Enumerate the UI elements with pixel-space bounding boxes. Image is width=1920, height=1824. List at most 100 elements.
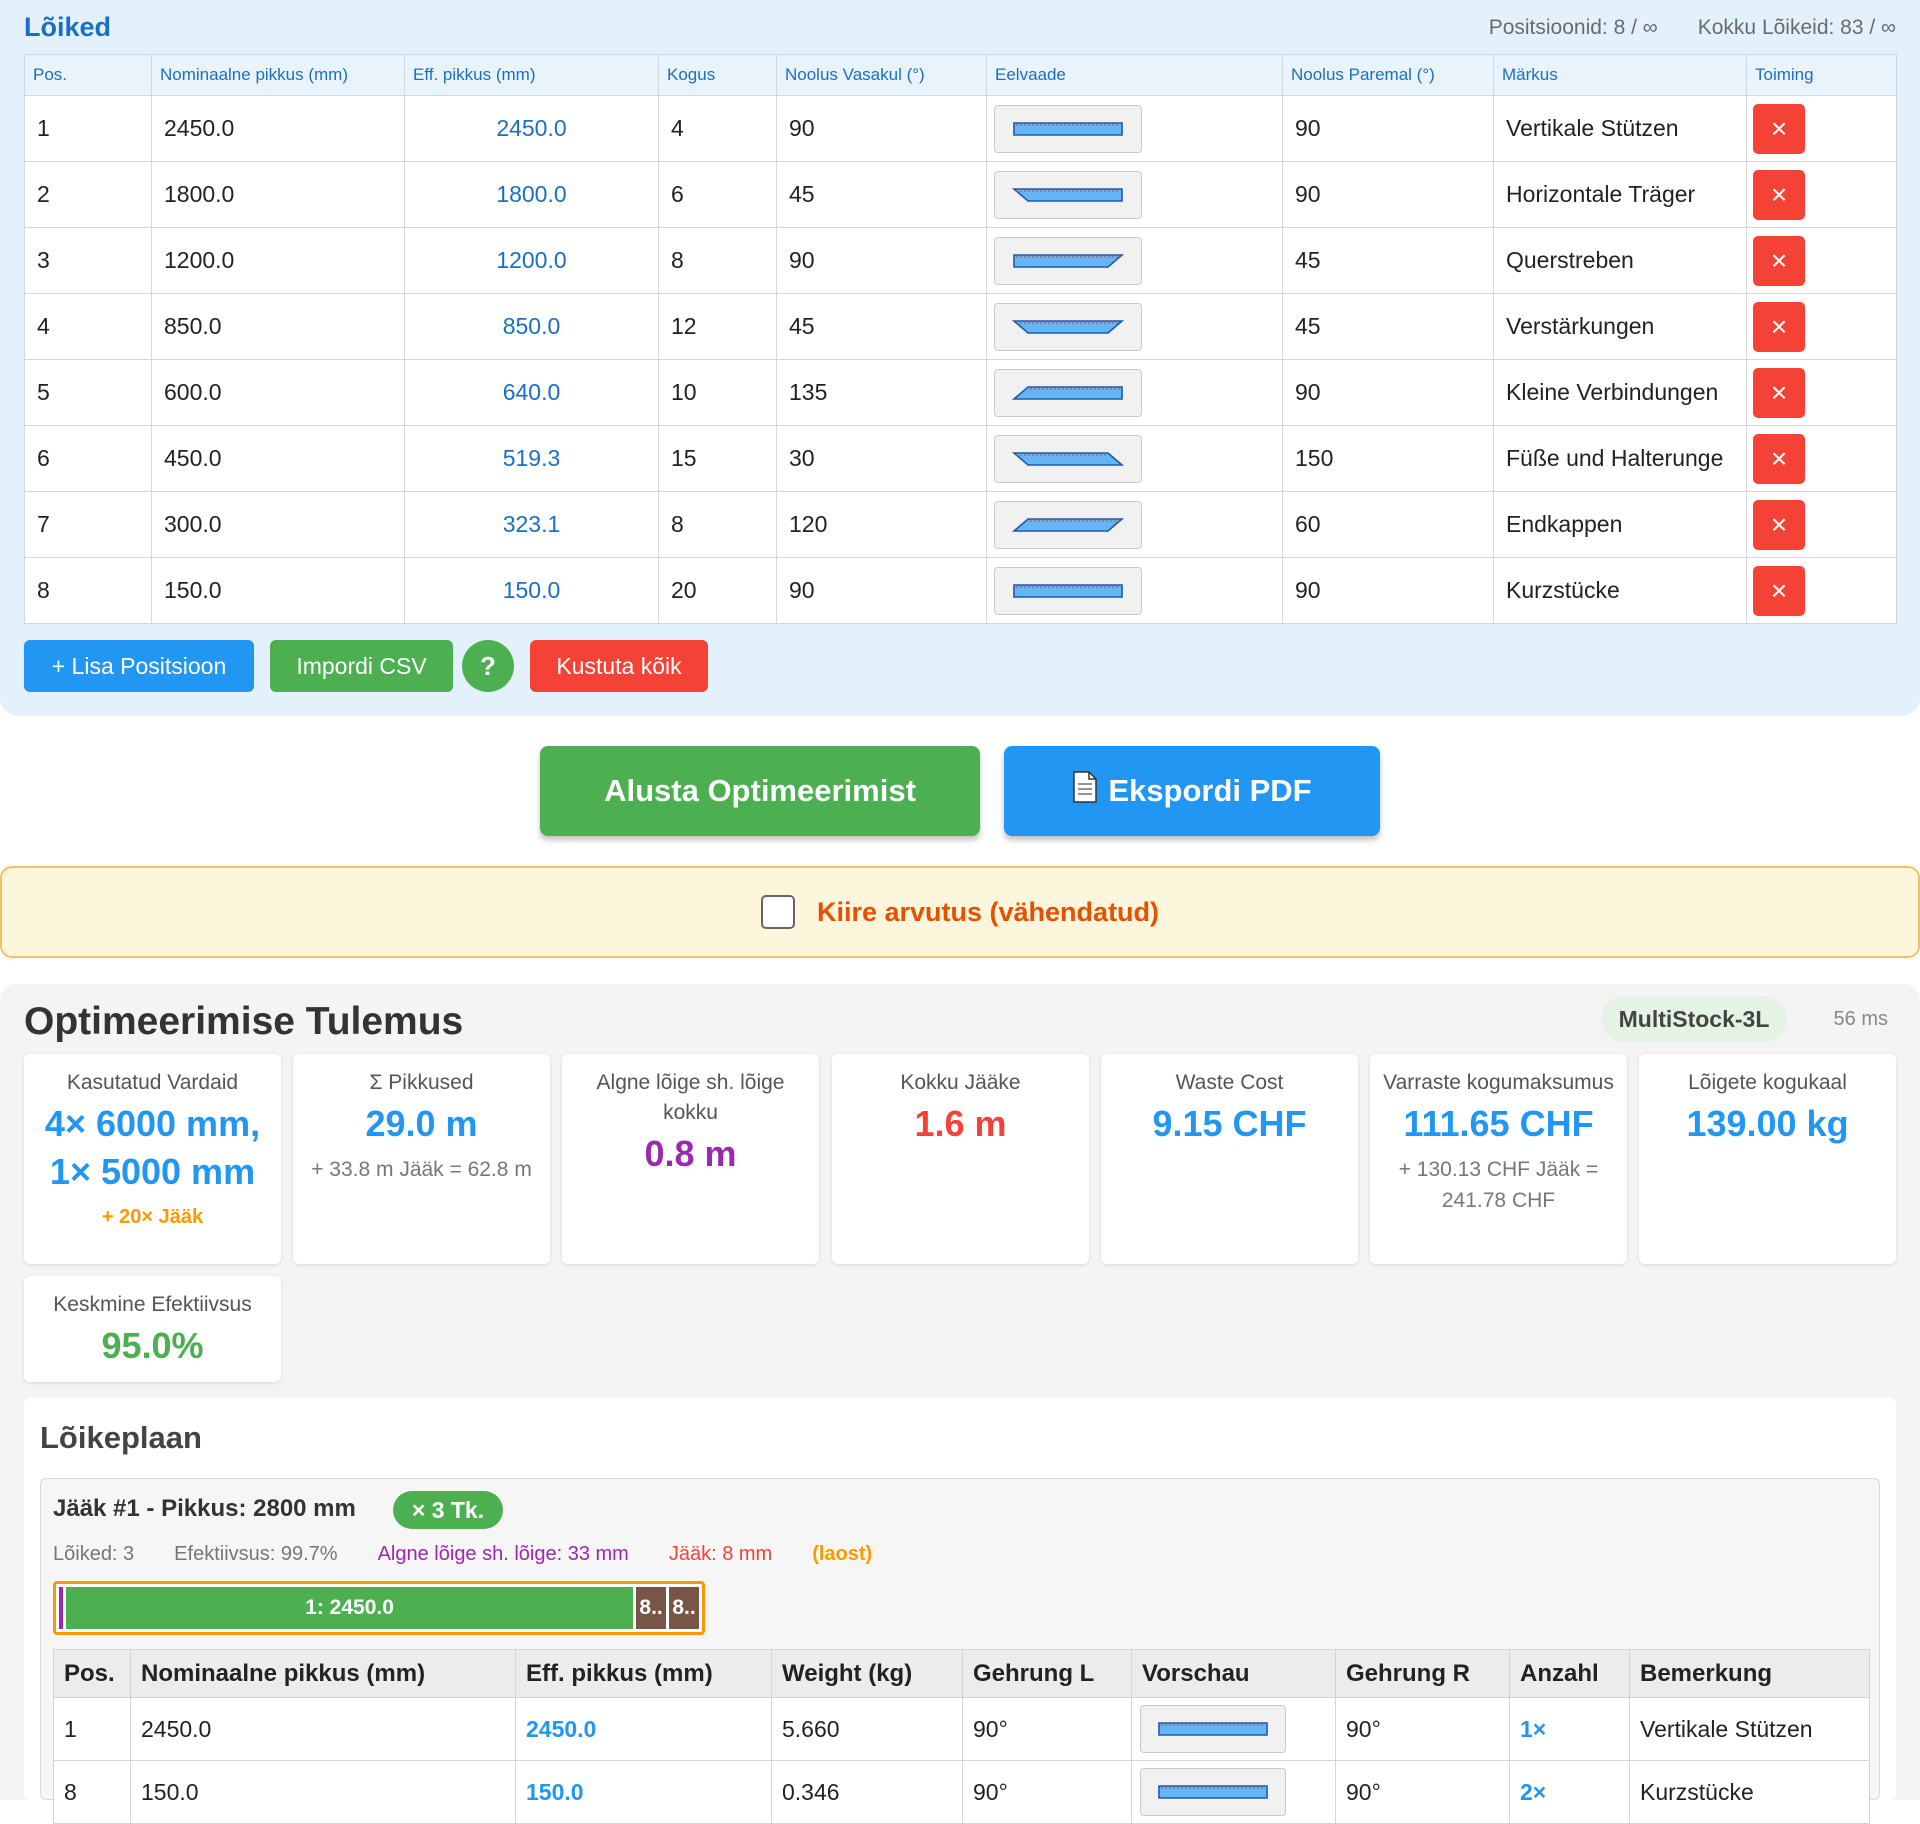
algorithm-badge: MultiStock-3L	[1601, 996, 1787, 1042]
cut-nominal-length[interactable]: 850.0	[151, 293, 405, 360]
quick-calc-checkbox[interactable]	[760, 895, 795, 929]
plan-row: 1 2450.0 2450.0 5.660 90° 90° 1× Vertikale Stüt…	[53, 1697, 1870, 1761]
cut-plan-table-header: Pos. Nominaalne pikkus (mm) Eff. pikkus …	[53, 1649, 1870, 1698]
start-optimization-button[interactable]: Alusta Optimeerimist	[540, 746, 980, 836]
cut-angle-right[interactable]: 60	[1282, 491, 1494, 558]
stat-sub: + 20× Jääk	[101, 1206, 204, 1228]
cut-nominal-length[interactable]: 1800.0	[151, 161, 405, 228]
cut-quantity[interactable]: 8	[658, 491, 777, 558]
close-icon: ×	[1770, 310, 1788, 342]
cut-nominal-length[interactable]: 150.0	[151, 557, 405, 624]
cut-quantity[interactable]: 6	[658, 161, 777, 228]
cut-nominal-length[interactable]: 300.0	[151, 491, 405, 558]
stat-label: Kokku Jääke	[900, 1071, 1021, 1094]
cut-eff-length: 2450.0	[404, 95, 659, 162]
cut-angle-right[interactable]: 45	[1282, 227, 1494, 294]
cut-angle-right[interactable]: 45	[1282, 293, 1494, 360]
col-preview: Vorschau	[1131, 1649, 1336, 1698]
clear-all-button[interactable]: Kustuta kõik	[530, 640, 708, 692]
cut-angle-left[interactable]: 90	[776, 95, 987, 162]
cut-quantity[interactable]: 12	[658, 293, 777, 360]
stock-bar-card: Jääk #1 - Pikkus: 2800 mm × 3 Tk. Lõiked…	[40, 1478, 1880, 1824]
cut-nominal-length[interactable]: 450.0	[151, 425, 405, 492]
delete-row-button[interactable]: ×	[1753, 301, 1805, 352]
cut-pos[interactable]: 4	[24, 293, 152, 360]
stat-label: Varraste kogumaksumus	[1383, 1071, 1614, 1094]
cut-angle-right[interactable]: 90	[1282, 161, 1494, 228]
cut-quantity[interactable]: 20	[658, 557, 777, 624]
cut-pos[interactable]: 7	[24, 491, 152, 558]
cut-eff-length: 850.0	[404, 293, 659, 360]
delete-row-button[interactable]: ×	[1753, 367, 1805, 418]
cut-angle-left[interactable]: 90	[776, 557, 987, 624]
cut-angle-right[interactable]: 90	[1282, 359, 1494, 426]
cut-angle-left[interactable]: 135	[776, 359, 987, 426]
cut-quantity[interactable]: 15	[658, 425, 777, 492]
cut-note[interactable]: Horizontale Träger	[1493, 161, 1747, 228]
stat-value: 9.15 CHF	[1152, 1103, 1307, 1144]
cut-angle-left[interactable]: 120	[776, 491, 987, 558]
cuts-panel: Lõiked Positsioonid: 8 / ∞ Kokku Lõikeid…	[0, 0, 1920, 716]
cut-quantity[interactable]: 10	[658, 359, 777, 426]
cut-note[interactable]: Kurzstücke	[1493, 557, 1747, 624]
cut-nominal-length[interactable]: 600.0	[151, 359, 405, 426]
cut-pos[interactable]: 3	[24, 227, 152, 294]
stat-sub: + 130.13 CHF Jääk = 241.78 CHF	[1398, 1158, 1599, 1212]
stat-card-total-waste: Kokku Jääke 1.6 m	[832, 1054, 1089, 1264]
delete-row-button[interactable]: ×	[1753, 235, 1805, 286]
cut-angle-right[interactable]: 90	[1282, 557, 1494, 624]
import-csv-button[interactable]: Impordi CSV	[270, 640, 453, 692]
cut-angle-left[interactable]: 45	[776, 161, 987, 228]
cut-action-cell: ×	[1746, 557, 1897, 624]
cut-angle-left[interactable]: 90	[776, 227, 987, 294]
delete-row-button[interactable]: ×	[1753, 169, 1805, 220]
cut-angle-left[interactable]: 45	[776, 293, 987, 360]
cut-pos[interactable]: 6	[24, 425, 152, 492]
cut-quantity[interactable]: 8	[658, 227, 777, 294]
cut-quantity[interactable]: 4	[658, 95, 777, 162]
computation-time: 56 ms	[1833, 1008, 1888, 1030]
plan-count: 1×	[1509, 1697, 1630, 1761]
cut-row: 6 450.0 519.3 15 30 150 Füße und Halterunge ×	[24, 425, 1897, 492]
cut-angle-left[interactable]: 30	[776, 425, 987, 492]
cut-note[interactable]: Querstreben	[1493, 227, 1747, 294]
close-icon: ×	[1770, 376, 1788, 408]
cut-pos[interactable]: 8	[24, 557, 152, 624]
cut-pos[interactable]: 5	[24, 359, 152, 426]
cut-preview	[994, 434, 1142, 483]
delete-row-button[interactable]: ×	[1753, 499, 1805, 550]
cut-note[interactable]: Verstärkungen	[1493, 293, 1747, 360]
cut-nominal-length[interactable]: 2450.0	[151, 95, 405, 162]
results-title: Optimeerimise Tulemus	[24, 1000, 464, 1043]
cut-row: 3 1200.0 1200.0 8 90 45 Querstreben ×	[24, 227, 1897, 294]
delete-row-button[interactable]: ×	[1753, 565, 1805, 616]
bar-cuts-count: Lõiked: 3	[53, 1543, 135, 1565]
cut-eff-length: 323.1	[404, 491, 659, 558]
cut-note[interactable]: Füße und Halterunge	[1493, 425, 1747, 492]
add-position-button[interactable]: + Lisa Positsioon	[24, 640, 254, 692]
help-button[interactable]: ?	[462, 640, 514, 692]
col-remark: Bemerkung	[1629, 1649, 1870, 1698]
cut-preview	[994, 236, 1142, 285]
cut-note[interactable]: Endkappen	[1493, 491, 1747, 558]
stat-sub: + 33.8 m Jääk = 62.8 m	[311, 1158, 532, 1181]
cut-angle-right[interactable]: 150	[1282, 425, 1494, 492]
cut-action-cell: ×	[1746, 293, 1897, 360]
stat-value: 29.0 m	[365, 1103, 478, 1144]
plan-weight: 0.346	[771, 1760, 963, 1824]
cut-angle-right[interactable]: 90	[1282, 95, 1494, 162]
cut-pos[interactable]: 1	[24, 95, 152, 162]
export-pdf-button[interactable]: Ekspordi PDF	[1004, 746, 1380, 836]
delete-row-button[interactable]: ×	[1753, 433, 1805, 484]
cut-nominal-length[interactable]: 1200.0	[151, 227, 405, 294]
stat-label: Keskmine Efektiivsus	[53, 1293, 252, 1316]
plan-nominal-length: 150.0	[130, 1760, 516, 1824]
cut-row: 2 1800.0 1800.0 6 45 90 Horizontale Träger ×	[24, 161, 1897, 228]
cut-note[interactable]: Kleine Verbindungen	[1493, 359, 1747, 426]
plan-nominal-length: 2450.0	[130, 1697, 516, 1761]
cut-pos[interactable]: 2	[24, 161, 152, 228]
cut-preview-cell	[986, 491, 1283, 558]
cut-note[interactable]: Vertikale Stützen	[1493, 95, 1747, 162]
close-icon: ×	[1770, 574, 1788, 606]
delete-row-button[interactable]: ×	[1753, 103, 1805, 154]
